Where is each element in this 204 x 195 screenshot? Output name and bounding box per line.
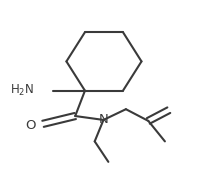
Text: N: N	[98, 113, 108, 126]
Text: H$_2$N: H$_2$N	[10, 83, 34, 98]
Text: O: O	[25, 119, 35, 132]
